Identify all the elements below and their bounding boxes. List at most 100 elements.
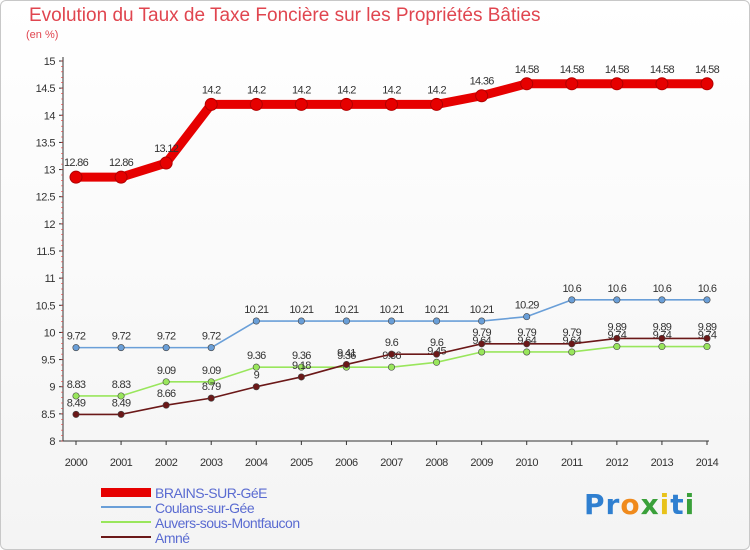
data-label: 9.41 (337, 347, 356, 359)
data-point (568, 296, 576, 304)
data-point (207, 378, 215, 386)
data-point (252, 317, 260, 325)
data-point (72, 410, 80, 418)
x-tick-label: 2005 (290, 457, 313, 469)
logo-letter: o (620, 488, 641, 521)
data-point (162, 344, 170, 352)
legend-item[interactable]: Amné (101, 529, 300, 546)
x-tick-label: 2014 (696, 457, 719, 469)
x-tick-label: 2012 (606, 457, 629, 469)
y-tick-label: 13.5 (36, 137, 56, 149)
legend-label: BRAINS-SUR-GéE (155, 484, 268, 501)
data-label: 10.21 (334, 304, 359, 316)
legend-swatch (101, 506, 151, 508)
data-label: 8.83 (112, 379, 131, 391)
data-label: 9.09 (202, 365, 221, 377)
y-tick-label: 9 (49, 382, 55, 394)
data-point (207, 394, 215, 402)
data-label: 12.86 (109, 157, 134, 169)
data-label: 14.58 (560, 64, 585, 76)
legend-item[interactable]: Coulans-sur-Gée (101, 500, 300, 516)
data-label: 14.58 (695, 64, 720, 76)
data-point (568, 340, 576, 348)
data-point (613, 334, 621, 342)
y-axis-unit: (en %) (26, 29, 59, 41)
data-label: 9 (254, 370, 260, 382)
data-label: 9.72 (67, 331, 86, 343)
data-label: 14.2 (202, 84, 221, 96)
data-point (69, 170, 83, 184)
data-label: 10.21 (244, 304, 269, 316)
data-point (568, 348, 576, 356)
data-label: 9.79 (472, 327, 491, 339)
x-tick-label: 2006 (335, 457, 358, 469)
data-label: 8.79 (202, 381, 221, 393)
data-label: 9.79 (517, 327, 536, 339)
data-label: 14.2 (382, 84, 401, 96)
logo-letter: x (640, 488, 660, 521)
legend-swatch (101, 536, 151, 538)
data-label: 12.86 (64, 157, 89, 169)
data-point (294, 97, 308, 111)
legend-item[interactable]: Auvers-sous-Montfaucon (101, 514, 300, 531)
data-label: 13.12 (154, 143, 179, 155)
data-point (475, 89, 489, 103)
data-label: 9.79 (562, 327, 581, 339)
chart-title: Evolution du Taux de Taxe Foncière sur l… (29, 5, 541, 26)
x-tick-label: 2011 (561, 457, 583, 469)
x-tick-label: 2009 (470, 457, 493, 469)
data-point (117, 344, 125, 352)
data-label: 9.72 (112, 331, 131, 343)
x-tick-label: 2001 (110, 457, 133, 469)
data-point (610, 77, 624, 91)
data-point (703, 343, 711, 351)
data-point (339, 97, 353, 111)
data-point (72, 392, 80, 400)
data-point (520, 77, 534, 91)
data-label: 10.6 (653, 283, 672, 295)
x-tick-label: 2003 (200, 457, 223, 469)
data-point (655, 77, 669, 91)
data-label: 9.6 (430, 337, 444, 349)
data-label: 14.2 (337, 84, 356, 96)
data-point (159, 156, 173, 170)
y-tick-label: 8.5 (41, 409, 55, 421)
x-tick-label: 2004 (245, 457, 268, 469)
data-label: 14.58 (605, 64, 630, 76)
data-point (162, 401, 170, 409)
data-point (523, 348, 531, 356)
data-point (114, 170, 128, 184)
logo-letter: i (684, 488, 696, 521)
y-tick-label: 10 (44, 327, 56, 339)
y-tick-label: 13 (44, 165, 56, 177)
data-point (297, 317, 305, 325)
x-tick-label: 2000 (65, 457, 88, 469)
legend-swatch (101, 488, 151, 497)
data-point (117, 392, 125, 400)
data-label: 9.36 (247, 350, 266, 362)
data-label: 8.66 (157, 388, 176, 400)
data-label: 10.6 (698, 283, 717, 295)
data-label: 14.2 (427, 84, 446, 96)
data-label: 9.72 (202, 331, 221, 343)
data-point (613, 343, 621, 351)
legend-label: Auvers-sous-Montfaucon (155, 514, 300, 531)
y-tick-label: 11.5 (36, 246, 55, 258)
data-label: 8.49 (112, 397, 131, 409)
data-point (700, 77, 714, 91)
data-label: 8.83 (67, 379, 86, 391)
data-label: 9.36 (292, 350, 311, 362)
legend-item[interactable]: BRAINS-SUR-GéE (101, 484, 300, 501)
y-tick-label: 14 (44, 110, 56, 122)
logo-letter: i (659, 488, 671, 521)
data-point (252, 363, 260, 371)
legend-label: Amné (155, 529, 190, 546)
data-label: 14.2 (247, 84, 266, 96)
data-point (117, 410, 125, 418)
data-point (658, 343, 666, 351)
x-tick-label: 2008 (425, 457, 448, 469)
data-label: 10.21 (289, 304, 314, 316)
data-label: 9.18 (292, 360, 311, 372)
x-tick-label: 2007 (380, 457, 403, 469)
